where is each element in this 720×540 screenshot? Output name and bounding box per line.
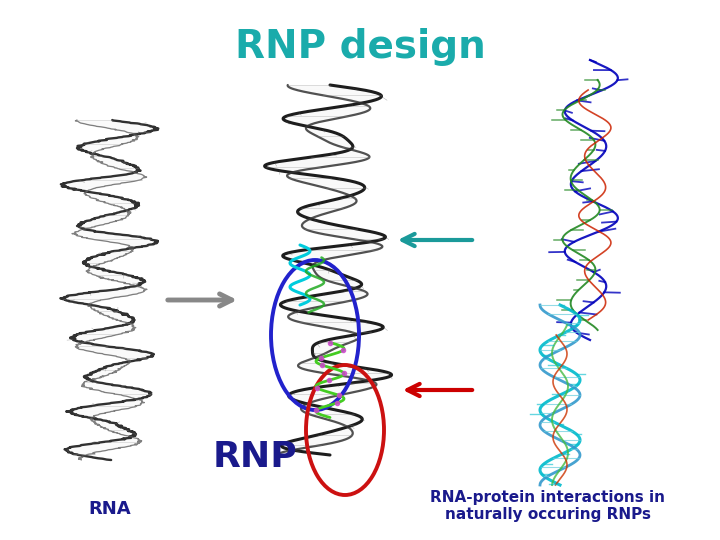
Text: RNP: RNP	[212, 440, 297, 474]
Text: RNP design: RNP design	[235, 28, 485, 66]
Text: RNA: RNA	[89, 500, 131, 518]
Text: RNA-protein interactions in
naturally occuring RNPs: RNA-protein interactions in naturally oc…	[431, 490, 665, 522]
